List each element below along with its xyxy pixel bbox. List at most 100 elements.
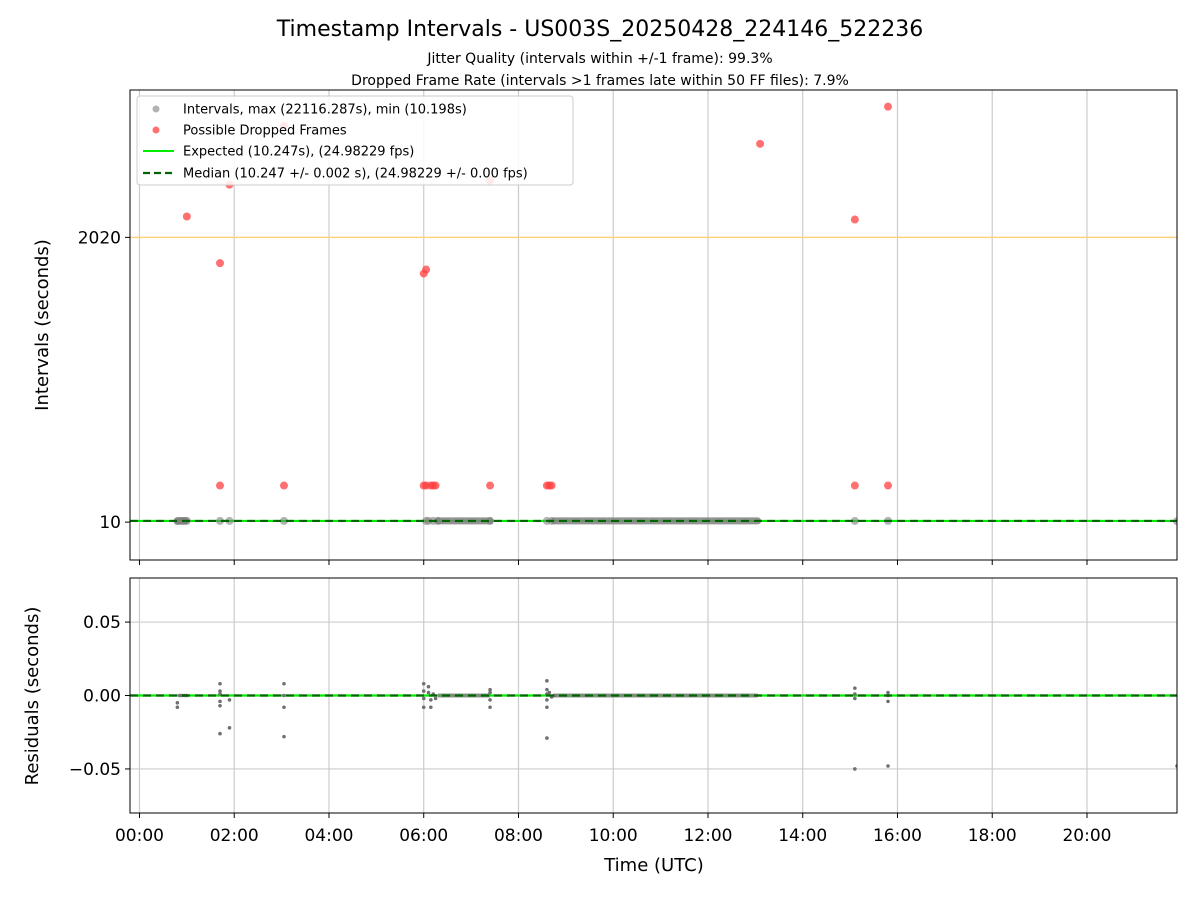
residual-point — [426, 690, 431, 695]
dropped-frame-point — [884, 102, 893, 111]
residual-point — [421, 696, 426, 701]
residual-point — [227, 698, 232, 702]
chart-title: Timestamp Intervals - US003S_20250428_22… — [276, 17, 923, 42]
residual-point — [282, 705, 286, 710]
residuals-y-tick-label: 0.00 — [83, 687, 121, 707]
dropped-frame-point — [422, 265, 431, 274]
residuals-y-tick-label: −0.05 — [69, 760, 121, 780]
residual-point — [218, 681, 222, 686]
x-tick-label: 08:00 — [494, 826, 543, 846]
x-tick-label: 06:00 — [399, 826, 448, 846]
x-tick-label: 04:00 — [304, 826, 353, 846]
residual-point — [421, 705, 426, 710]
interval-point — [225, 516, 234, 525]
intervals-y-axis-label: Intervals (seconds) — [32, 239, 53, 411]
residual-point — [545, 687, 549, 692]
intervals-y-ticks: 10 2020 — [78, 228, 130, 533]
intervals-y-tick-label: 2020 — [78, 228, 121, 248]
dropped-frame-point — [884, 481, 893, 490]
dropped-frame-point — [850, 215, 859, 224]
residual-point — [218, 692, 222, 696]
residuals-y-axis-label: Residuals (seconds) — [22, 607, 43, 786]
interval-point — [850, 516, 859, 525]
residual-point — [421, 689, 426, 693]
residual-point — [175, 705, 180, 710]
intervals-reference-lines — [130, 236, 1177, 523]
legend-expected-label: Expected (10.247s), (24.98229 fps) — [183, 145, 414, 160]
subtitle-dropped-frame-rate: Dropped Frame Rate (intervals >1 frames … — [351, 73, 849, 89]
residual-point — [218, 699, 222, 704]
residual-point — [488, 687, 492, 692]
residual-point — [545, 705, 549, 710]
residual-point — [218, 689, 222, 693]
legend-dropped-label: Possible Dropped Frames — [183, 124, 347, 139]
intervals-axes-frame — [129, 89, 1178, 561]
dropped-frame-point — [216, 481, 225, 490]
residuals-points — [130, 679, 1177, 771]
residual-point — [227, 726, 232, 730]
dropped-frame-point — [486, 481, 495, 490]
residual-point — [282, 681, 286, 686]
residuals-x-ticks: 00:00 02:00 04:00 06:00 08:00 10:00 12:00 14:00… — [115, 813, 1111, 846]
residuals-y-tick-label: 0.05 — [83, 613, 121, 633]
residual-point — [547, 690, 552, 695]
x-tick-label: 02:00 — [210, 826, 259, 846]
residual-point — [886, 690, 890, 695]
dropped-frame-point — [431, 481, 440, 490]
residual-point — [218, 703, 222, 708]
interval-point — [433, 516, 442, 525]
subtitle-jitter-quality: Jitter Quality (intervals within +/-1 fr… — [426, 51, 772, 67]
residual-point — [545, 698, 549, 702]
x-tick-label: 14:00 — [778, 826, 827, 846]
residual-point — [886, 764, 890, 768]
residual-point — [175, 701, 180, 705]
residual-point — [433, 696, 438, 701]
legend: Intervals, max (22116.287s), min (10.198… — [136, 95, 574, 186]
dropped-frame-point — [756, 139, 765, 148]
intervals-x-ticks — [138, 560, 1088, 565]
x-tick-label: 10:00 — [589, 826, 638, 846]
intervals-panel: 10 2020 Intervals (seconds) Intervals, ma… — [32, 89, 1178, 565]
x-tick-label: 18:00 — [968, 826, 1017, 846]
residual-point — [429, 698, 433, 702]
residual-point — [545, 736, 549, 740]
x-axis-label: Time (UTC) — [603, 855, 704, 876]
interval-point — [279, 516, 288, 525]
residual-point — [218, 731, 222, 736]
residual-point — [488, 705, 492, 710]
intervals-points — [130, 102, 1177, 526]
residual-point — [853, 696, 857, 701]
interval-point — [216, 516, 225, 525]
residual-point — [886, 699, 890, 704]
residual-point — [282, 693, 286, 698]
residual-point — [853, 767, 857, 771]
dropped-frame-point — [182, 212, 191, 221]
interval-point — [486, 516, 495, 525]
residual-point — [545, 679, 549, 683]
legend-frame — [136, 95, 574, 186]
residual-point — [282, 734, 286, 739]
x-tick-label: 12:00 — [683, 826, 732, 846]
dropped-frame-point — [850, 481, 859, 490]
legend-intervals-label: Intervals, max (22116.287s), min (10.198… — [183, 103, 467, 118]
legend-dropped-marker — [152, 126, 160, 134]
x-tick-label: 20:00 — [1062, 826, 1111, 846]
x-tick-label: 00:00 — [115, 826, 164, 846]
residual-point — [853, 686, 857, 690]
residual-point — [421, 681, 426, 686]
residuals-y-ticks: 0.05 0.00 −0.05 — [69, 613, 130, 780]
residual-point — [488, 698, 492, 702]
residuals-panel: 0.05 0.00 −0.05 00:00 02:00 04:00 06:00 08:00 1… — [22, 577, 1178, 876]
residual-point — [426, 684, 431, 689]
residual-point — [429, 705, 433, 710]
residual-point — [853, 692, 857, 696]
dropped-frame-point — [547, 481, 556, 490]
legend-median-label: Median (10.247 +/- 0.002 s), (24.98229 +… — [183, 167, 528, 182]
dropped-frame-point — [279, 481, 288, 490]
x-tick-label: 16:00 — [873, 826, 922, 846]
residual-point — [488, 690, 492, 695]
legend-intervals-marker — [152, 105, 160, 113]
intervals-y-tick-label: 10 — [99, 513, 121, 533]
dropped-frame-point — [216, 259, 225, 268]
